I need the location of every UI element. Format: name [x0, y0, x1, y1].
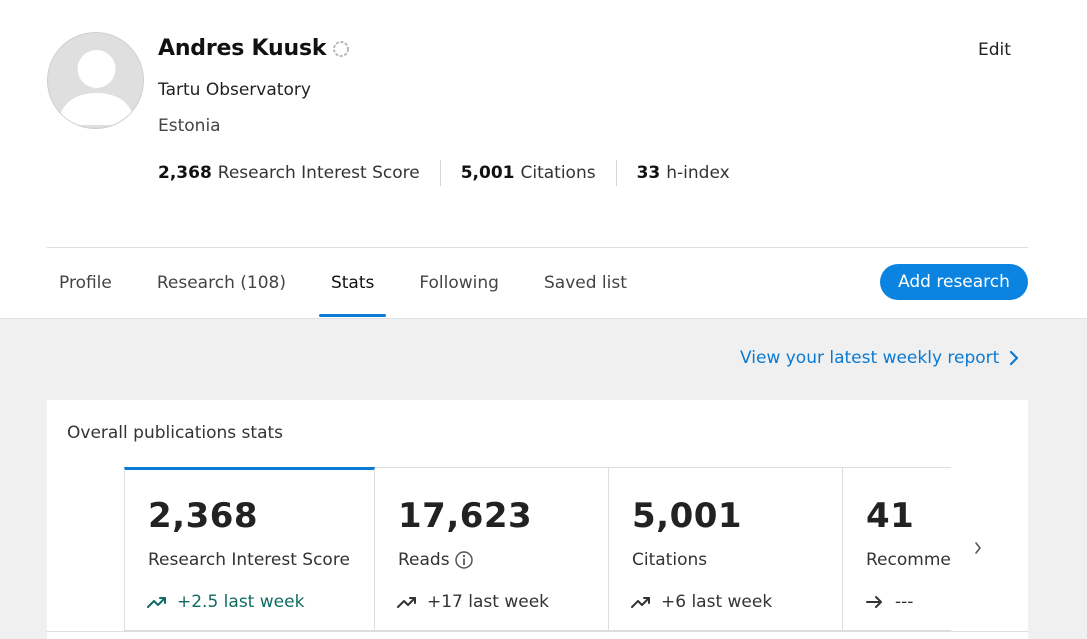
divider: [615, 160, 617, 186]
add-research-button[interactable]: Add research: [880, 264, 1028, 300]
stat-trend: +2.5 last week: [147, 592, 304, 612]
stats-carousel: 2,368 Research Interest Score +2.5 last …: [124, 467, 951, 631]
info-icon[interactable]: [454, 550, 474, 570]
tab-stats[interactable]: Stats: [318, 248, 387, 317]
stat-trend: +6 last week: [631, 592, 772, 612]
profile-name[interactable]: Andres Kuusk: [158, 36, 327, 61]
stat-research-interest[interactable]: 2,368 Research Interest Score +2.5 last …: [124, 467, 375, 631]
stat-label: Citations: [632, 550, 708, 570]
divider: [439, 160, 441, 186]
trending-up-icon: [397, 597, 416, 608]
metric-label: h-index: [666, 163, 730, 183]
profile-metrics: 2,368 Research Interest Score 5,001 Cita…: [158, 159, 730, 187]
metric-research-interest[interactable]: 2,368 Research Interest Score: [158, 163, 420, 183]
stat-value: 17,623: [398, 496, 533, 536]
stat-citations[interactable]: 5,001 Citations +6 last week: [609, 467, 843, 631]
trend-text: +17 last week: [427, 592, 550, 612]
stat-trend: +17 last week: [397, 592, 549, 612]
stat-value: 5,001: [632, 496, 743, 536]
tab-saved-list[interactable]: Saved list: [543, 272, 627, 293]
weekly-report-label: View your latest weekly report: [740, 348, 1000, 368]
stat-recommendations[interactable]: 41 Recomme ---: [843, 467, 951, 631]
metric-value: 2,368: [158, 163, 212, 183]
avatar[interactable]: [47, 32, 144, 129]
metric-citations[interactable]: 5,001 Citations: [461, 163, 596, 183]
profile-tabs: Profile Research (108) Stats Following S…: [47, 248, 627, 317]
divider: [47, 247, 1028, 248]
edit-button[interactable]: Edit: [978, 40, 1011, 60]
trending-up-icon: [147, 597, 166, 608]
trend-text: +6 last week: [661, 592, 773, 612]
chevron-right-icon[interactable]: [973, 540, 983, 556]
metric-value: 5,001: [460, 163, 515, 183]
trending-up-icon: [631, 597, 650, 608]
trend-text: ---: [895, 592, 914, 612]
weekly-report-link[interactable]: View your latest weekly report: [740, 348, 1019, 368]
trend-text: +2.5 last week: [177, 592, 305, 612]
stat-label: Reads: [398, 550, 450, 570]
institution[interactable]: Tartu Observatory: [158, 80, 311, 100]
metric-value: 33: [636, 163, 661, 183]
divider: [47, 631, 1028, 632]
metric-label: Research Interest Score: [217, 163, 420, 183]
card-title: Overall publications stats: [67, 423, 284, 443]
overall-stats-card: Overall publications stats 2,368 Researc…: [47, 400, 1028, 639]
name-row: Andres Kuusk: [158, 36, 351, 61]
stat-value: 41: [866, 496, 915, 536]
score-badge-icon: [333, 40, 350, 57]
profile-header: Andres Kuusk Tartu Observatory Estonia E…: [0, 0, 1087, 318]
metric-h-index[interactable]: 33 h-index: [637, 163, 730, 183]
stat-trend: ---: [865, 592, 913, 612]
chevron-right-icon: [1010, 350, 1019, 366]
tab-following[interactable]: Following: [419, 272, 499, 293]
stat-reads[interactable]: 17,623 Reads +17 last week: [375, 467, 609, 631]
arrow-right-icon: [866, 596, 882, 608]
metric-label: Citations: [520, 163, 596, 183]
user-silhouette-icon: [58, 50, 135, 125]
stat-value: 2,368: [148, 496, 259, 536]
tab-research[interactable]: Research (108): [156, 272, 286, 293]
stat-label: Recomme: [866, 550, 951, 570]
stat-label-row: Reads: [398, 550, 474, 570]
country: Estonia: [158, 116, 221, 136]
stat-label: Research Interest Score: [148, 550, 350, 570]
tab-profile[interactable]: Profile: [59, 272, 112, 293]
